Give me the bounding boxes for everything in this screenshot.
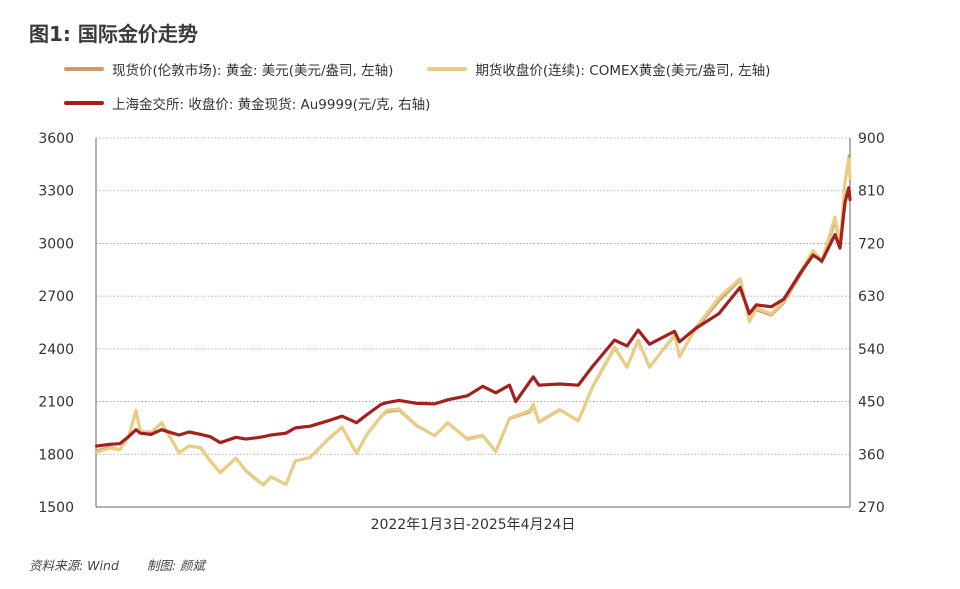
- legend-swatch-london-spot: [64, 67, 104, 71]
- left-tick-label-2400: 2400: [38, 342, 74, 358]
- right-tick-label-630: 630: [858, 289, 885, 305]
- right-tick-label-270: 270: [858, 500, 885, 516]
- legend-label-sge-au9999: 上海金交所: 收盘价: 黄金现货: Au9999(元/克, 右轴): [112, 97, 431, 113]
- author-note: 制图: 颜斌: [146, 558, 206, 573]
- right-tick-label-810: 810: [858, 184, 885, 200]
- series-line-2: [95, 186, 852, 448]
- left-tick-label-2100: 2100: [38, 395, 74, 411]
- source-note: 资料来源: Wind: [29, 558, 119, 573]
- legend-swatch-sge-au9999: [64, 101, 104, 105]
- right-tick-label-450: 450: [858, 395, 885, 411]
- left-tick-label-1500: 1500: [38, 500, 74, 516]
- legend-row-2: 上海金交所: 收盘价: 黄金现货: Au9999(元/克, 右轴): [64, 93, 464, 113]
- right-tick-label-720: 720: [858, 236, 885, 252]
- left-tick-label-3000: 3000: [38, 236, 74, 252]
- right-tick-label-360: 360: [858, 447, 885, 463]
- legend-item-london-spot[interactable]: 现货价(伦敦市场): 黄金: 美元(美元/盎司, 左轴): [64, 59, 393, 79]
- footer: 资料来源: Wind 制图: 颜斌: [29, 555, 229, 574]
- legend-item-comex-futures[interactable]: 期货收盘价(连续): COMEX黄金(美元/盎司, 左轴): [427, 59, 770, 79]
- right-tick-label-540: 540: [858, 342, 885, 358]
- legend-swatch-comex-futures: [427, 67, 468, 71]
- legend-label-comex-futures: 期货收盘价(连续): COMEX黄金(美元/盎司, 左轴): [475, 63, 771, 79]
- right-tick-label-900: 900: [858, 131, 885, 147]
- left-tick-label-3300: 3300: [38, 184, 74, 200]
- left-tick-label-2700: 2700: [38, 289, 74, 305]
- left-tick-label-1800: 1800: [38, 447, 74, 463]
- left-tick-label-3600: 3600: [38, 131, 74, 147]
- chart-title: 图1: 国际金价走势: [29, 22, 198, 46]
- series-line-1: [94, 157, 852, 487]
- legend-row-1: 现货价(伦敦市场): 黄金: 美元(美元/盎司, 左轴) 期货收盘价(连续): …: [64, 59, 804, 79]
- x-axis-label: 2022年1月3日-2025年4月24日: [371, 517, 576, 533]
- legend-label-london-spot: 现货价(伦敦市场): 黄金: 美元(美元/盎司, 左轴): [112, 63, 394, 79]
- legend-item-sge-au9999[interactable]: 上海金交所: 收盘价: 黄金现货: Au9999(元/克, 右轴): [64, 93, 430, 113]
